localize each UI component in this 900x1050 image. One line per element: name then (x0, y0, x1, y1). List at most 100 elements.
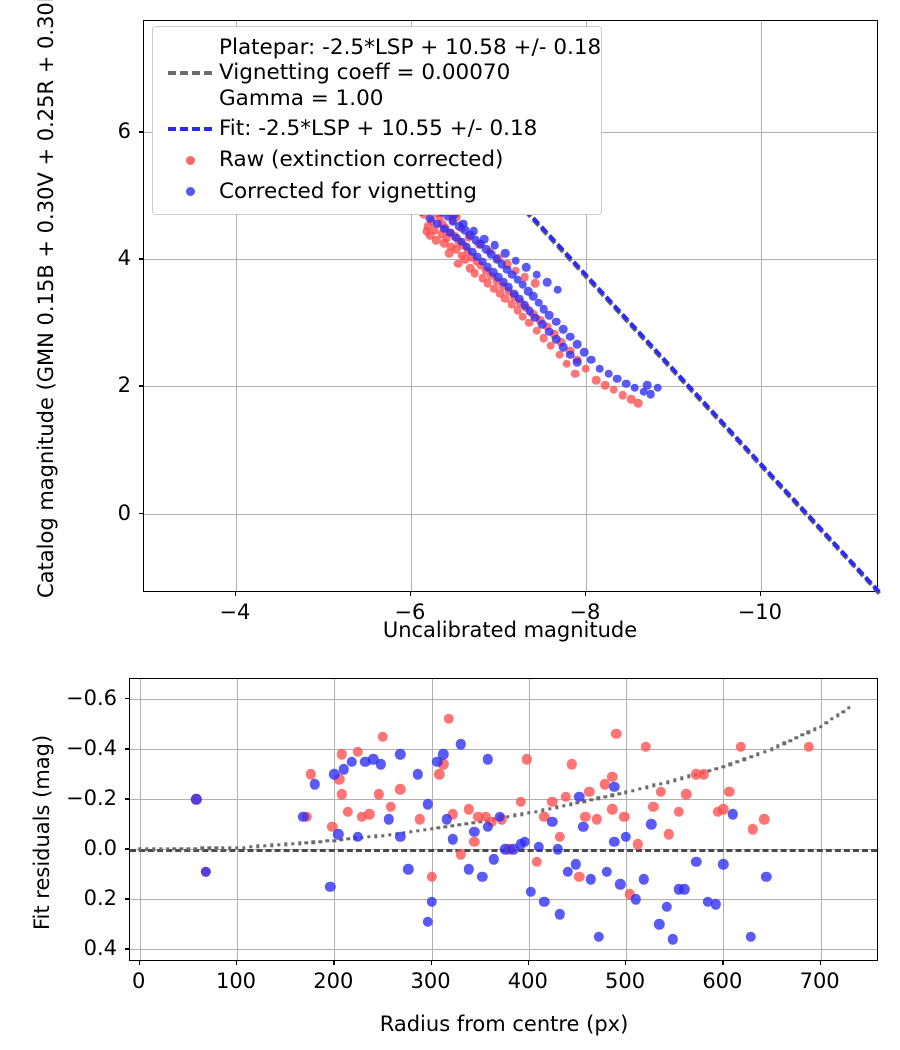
red-dot-icon (185, 155, 195, 165)
scatter-point (727, 809, 739, 820)
scatter-point (515, 294, 524, 304)
scatter-point (609, 385, 619, 394)
scatter-point (454, 221, 464, 231)
scatter-point (364, 809, 375, 820)
scatter-point (609, 836, 620, 847)
scatter-point (572, 340, 582, 349)
x-tick-mark (625, 961, 627, 965)
vignetting-model-dot (835, 713, 840, 718)
scatter-point (447, 809, 459, 820)
scatter-point (639, 387, 648, 396)
scatter-point (718, 804, 729, 815)
scatter-point (552, 844, 564, 855)
vignetting-model-dot (214, 846, 218, 851)
scatter-point (553, 285, 563, 295)
scatter-point (342, 806, 354, 817)
vignetting-model-dot (283, 842, 288, 846)
scatter-point (565, 332, 575, 342)
scatter-point (395, 748, 406, 760)
scatter-point (679, 884, 690, 895)
scatter-point (494, 272, 503, 282)
vignetting-model-dot (679, 776, 684, 781)
scatter-point (507, 300, 516, 309)
vignetting-model-dot (235, 846, 239, 850)
scatter-point (523, 286, 533, 296)
gridline-vertical (723, 679, 725, 960)
scatter-point (735, 741, 747, 752)
scatter-point (592, 375, 601, 385)
x-tick-label: 400 (507, 969, 548, 993)
gridline-vertical (431, 679, 433, 960)
scatter-point (519, 836, 531, 847)
vignetting-model-dot (788, 738, 792, 743)
x-tick-label: −4 (219, 600, 251, 624)
scatter-point (452, 233, 461, 243)
scatter-point (630, 383, 640, 392)
gridline-vertical (528, 679, 530, 960)
scatter-point (425, 214, 435, 223)
scatter-point (618, 811, 630, 822)
scatter-point (642, 380, 652, 390)
x-tick-label: −6 (394, 600, 426, 624)
vignetting-model-dot (638, 787, 642, 791)
vignetting-model-dot (346, 837, 350, 841)
x-tick-label: 700 (799, 969, 840, 993)
scatter-point (487, 249, 496, 259)
scatter-point (580, 811, 591, 822)
scatter-point (414, 814, 426, 825)
scatter-point (497, 260, 507, 269)
scatter-point (332, 829, 344, 840)
x-tick-mark (138, 961, 141, 965)
scatter-point (646, 389, 655, 399)
scatter-point (395, 831, 406, 842)
vignetting-model-dot (589, 798, 594, 802)
gridline-horizontal (144, 386, 877, 388)
vignetting-model-dot (770, 747, 774, 751)
vignetting-model-dot (179, 847, 184, 851)
vignetting-model-dot (290, 842, 295, 846)
scatter-point (551, 317, 561, 326)
scatter-point (544, 310, 554, 320)
gridline-vertical (410, 21, 412, 591)
vignetting-model-dot (659, 782, 663, 786)
scatter-point (478, 274, 487, 283)
scatter-point (476, 871, 488, 883)
vignetting-model-dot (311, 840, 316, 844)
scatter-point (557, 337, 566, 347)
scatter-point (521, 753, 533, 765)
legend-key-raw-marker (161, 155, 219, 165)
scatter-point (471, 235, 480, 245)
scatter-point (550, 330, 559, 339)
vignetting-model-dot (381, 833, 385, 838)
scatter-point (486, 816, 498, 827)
scatter-point (448, 216, 458, 226)
blue-dot-icon (185, 186, 195, 196)
vignetting-model-dot (686, 774, 691, 779)
scatter-point (681, 789, 692, 800)
gridline-vertical (139, 679, 141, 960)
scatter-point (309, 778, 321, 790)
legend-entry-corrected: Corrected for vignetting (161, 179, 593, 204)
vignetting-model-dot (325, 839, 330, 843)
legend-label-gamma: Gamma = 1.00 (219, 85, 384, 111)
vignetting-model-dot (624, 790, 628, 794)
scatter-point (469, 826, 480, 837)
scatter-point (531, 856, 542, 868)
scatter-point (469, 836, 480, 847)
scatter-point (529, 291, 538, 301)
vignetting-model-dot (513, 813, 517, 818)
scatter-point (360, 756, 371, 767)
scatter-point (533, 841, 544, 852)
gridline-horizontal (130, 799, 877, 801)
scatter-point (422, 916, 433, 928)
scatter-point (438, 758, 449, 770)
ax1-ylabel: Catalog magnitude (GMN 0.15B + 0.30V + 0… (34, 0, 58, 598)
y-tick-mark (139, 131, 143, 133)
vignetting-model-dot (367, 835, 371, 839)
vignetting-model-dot (422, 828, 427, 832)
scatter-point (624, 889, 636, 900)
scatter-point (442, 234, 452, 243)
x-tick-label: 600 (702, 969, 743, 993)
scatter-point (495, 289, 505, 298)
